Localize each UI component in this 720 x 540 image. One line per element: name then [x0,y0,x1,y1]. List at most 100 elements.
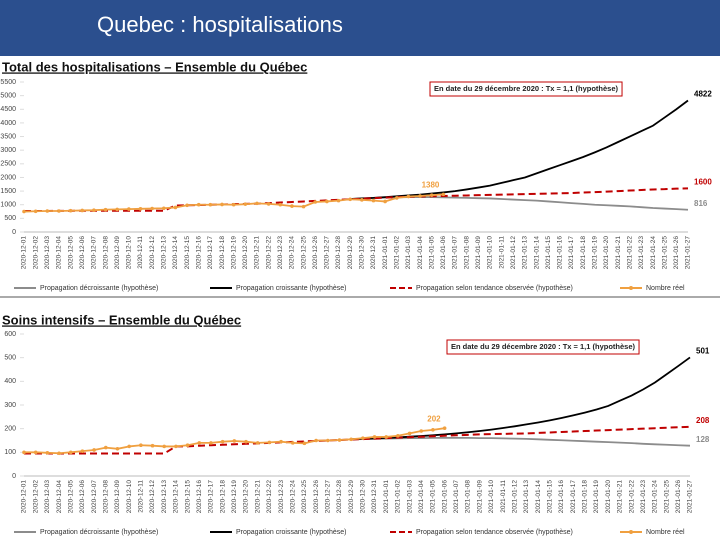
point [255,441,260,445]
x-tick-label: 2021-01-12 [510,236,517,270]
point [325,438,330,443]
x-tick-label: 2020-12-21 [254,236,261,270]
x-tick-label: 2020-12-07 [91,480,98,514]
point [419,429,424,433]
y-tick-label: 5000 [0,92,16,99]
point [442,426,447,430]
x-tick-label: 2020-12-17 [207,236,214,270]
point [174,444,178,449]
point [349,437,353,442]
x-tick-label: 2020-12-06 [79,480,86,514]
y-tick-label: 0 [12,229,16,236]
point [197,441,202,445]
point [68,208,73,213]
point [45,451,50,455]
x-tick-label: 2021-01-01 [382,236,389,270]
x-tick-label: 2020-12-27 [325,480,332,514]
point [267,440,272,445]
x-tick-label: 2021-01-02 [393,236,400,270]
point [127,207,131,211]
point [57,451,61,456]
point [231,202,236,207]
x-tick-label: 2020-12-09 [114,236,121,270]
point [290,441,295,445]
x-tick-label: 2020-12-14 [172,236,179,270]
point [314,438,318,443]
point [138,207,143,211]
annotation-box [429,81,623,97]
y-tick-label: 500 [4,355,16,362]
x-tick-label: 2021-01-09 [475,236,482,270]
y-tick-label: 1000 [0,202,16,209]
point [431,428,435,432]
y-tick-label: 200 [4,426,16,433]
point [406,194,411,199]
data-label: 1600 [694,177,712,186]
x-tick-label: 2021-01-06 [440,236,447,270]
x-tick-label: 2020-12-06 [79,236,86,270]
data-label: 202 [427,414,441,423]
x-tick-label: 2020-12-18 [219,236,226,270]
x-tick-label: 2020-12-29 [348,480,355,514]
header-band [0,0,720,56]
x-tick-label: 2020-12-19 [230,236,237,270]
x-tick-label: 2021-01-01 [383,480,390,514]
point [45,209,50,213]
x-tick-label: 2020-12-12 [149,480,156,514]
annotation-box [446,339,640,355]
slide-title: Quebec : hospitalisations [97,12,343,37]
point [407,431,412,436]
x-tick-label: 2020-12-25 [301,480,308,514]
x-tick-label: 2020-12-10 [126,480,133,514]
point [336,198,341,203]
x-tick-label: 2020-12-16 [195,236,202,270]
x-tick-label: 2021-01-13 [522,236,529,270]
x-tick-label: 2021-01-24 [652,480,659,514]
point [22,450,26,455]
point [150,206,154,211]
point [115,446,120,451]
x-tick-label: 2021-01-06 [441,480,448,514]
x-tick-label: 2021-01-26 [675,480,682,514]
data-label: 501 [696,347,710,356]
x-tick-label: 2021-01-14 [535,480,542,514]
x-tick-label: 2020-12-24 [289,480,296,514]
x-tick-label: 2021-01-03 [405,236,412,270]
x-tick-label: 2021-01-09 [476,480,483,514]
legend-label: Propagation décroissante (hypothèse) [40,529,158,536]
legend-label: Propagation croissante (hypothèse) [236,285,347,292]
x-tick-label: 2020-12-28 [335,236,342,270]
chart-title: Soins intensifs – Ensemble du Québec [2,312,241,327]
x-tick-label: 2020-12-23 [278,480,285,514]
legend-marker [629,286,633,290]
x-tick-label: 2020-12-03 [44,236,51,270]
point [384,435,389,439]
legend-label: Propagation selon tendance observée (hyp… [416,285,573,292]
x-tick-label: 2021-01-13 [523,480,530,514]
x-tick-label: 2021-01-02 [395,480,402,514]
x-tick-label: 2021-01-11 [500,480,507,513]
x-tick-label: 2020-12-20 [242,236,249,270]
x-tick-label: 2020-12-05 [67,480,74,514]
data-label: 1380 [422,180,440,189]
y-tick-label: 2500 [0,161,16,168]
point [208,202,213,207]
x-tick-label: 2021-01-23 [638,236,645,270]
x-tick-label: 2020-12-08 [102,236,109,270]
x-tick-label: 2020-12-25 [300,236,307,270]
point [360,198,364,202]
x-tick-label: 2021-01-23 [640,480,647,514]
x-tick-label: 2021-01-17 [568,236,575,270]
x-tick-label: 2021-01-12 [511,480,518,514]
x-tick-label: 2021-01-10 [488,480,495,514]
x-tick-label: 2021-01-18 [582,480,589,514]
x-tick-label: 2020-12-19 [231,480,238,514]
point [396,433,400,438]
x-tick-label: 2021-01-14 [533,236,540,270]
point [290,204,294,208]
y-tick-label: 500 [4,215,16,222]
x-tick-label: 2021-01-19 [593,480,600,514]
point [232,439,237,443]
point [220,202,224,207]
